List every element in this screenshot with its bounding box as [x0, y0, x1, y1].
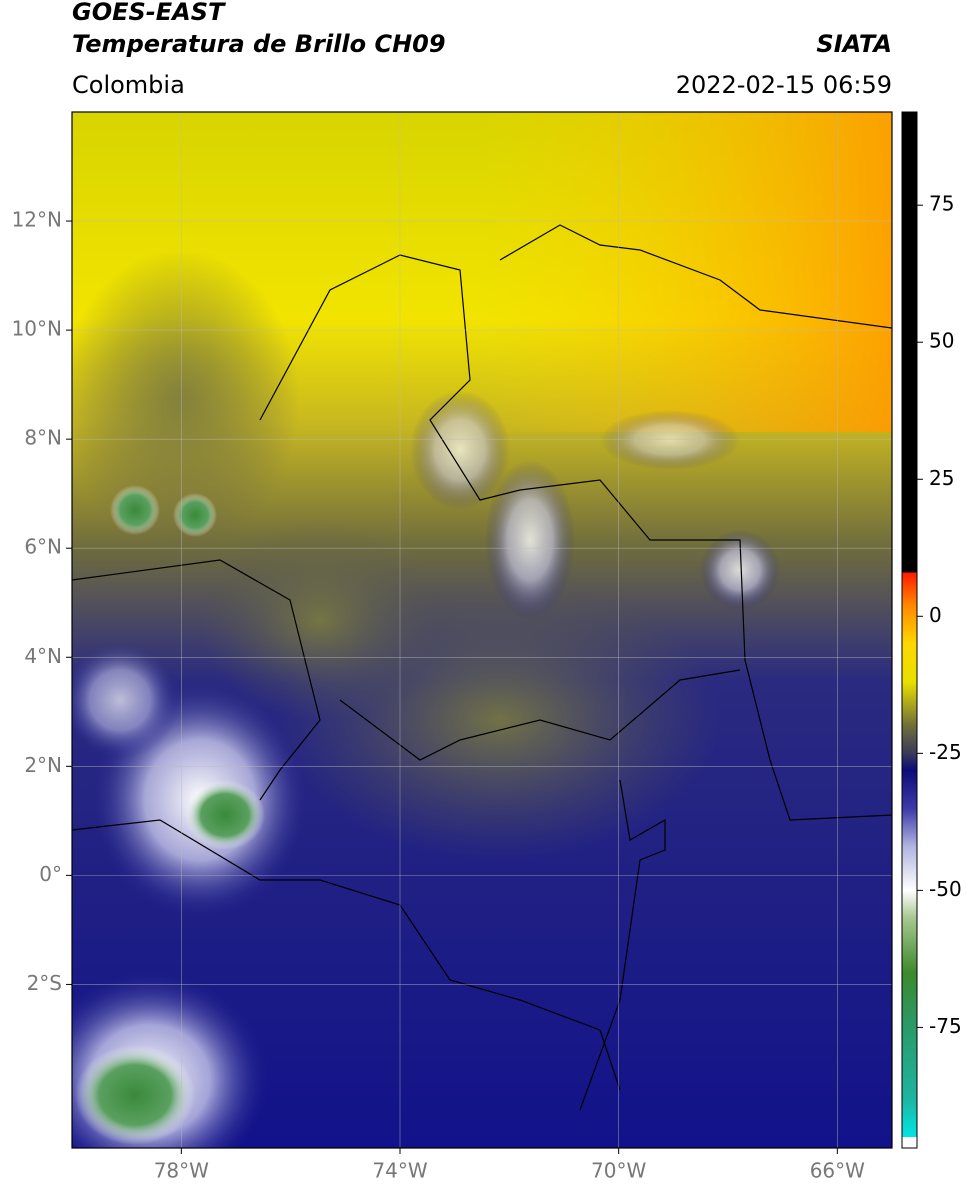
x-tick-label: 78°W — [154, 1159, 209, 1183]
colorbar-tick-label: -75 — [929, 1014, 962, 1038]
colorbar-tick-label: 0 — [929, 603, 942, 627]
colorbar-tick-label: -50 — [929, 877, 962, 901]
y-tick-label: 8°N — [24, 426, 62, 450]
y-tick-label: 10°N — [12, 317, 62, 341]
x-tick-label: 66°W — [810, 1159, 865, 1183]
y-tick-label: 0° — [39, 862, 62, 886]
y-tick-label: 2°N — [24, 753, 62, 777]
subtitle: Temperatura de Brillo CH09 — [72, 30, 446, 58]
colorbar-tick-label: -25 — [929, 740, 962, 764]
colorbar-tick-label: 25 — [929, 466, 954, 490]
source: SIATA — [816, 30, 892, 58]
colorbar — [901, 111, 918, 1149]
colorbar-tick-label: 75 — [929, 192, 954, 216]
datetime: 2022-02-15 06:59 — [676, 71, 892, 99]
y-tick-label: 12°N — [12, 208, 62, 232]
map-frame — [71, 111, 893, 1149]
y-tick-label: 4°N — [24, 644, 62, 668]
y-tick-label: 2°S — [27, 971, 62, 995]
x-tick-label: 74°W — [372, 1159, 427, 1183]
colorbar-tick-label: 50 — [929, 329, 954, 353]
title: GOES-EAST — [72, 0, 226, 26]
y-tick-label: 6°N — [24, 535, 62, 559]
satellite-image — [72, 112, 892, 1148]
region: Colombia — [72, 71, 185, 99]
x-tick-label: 70°W — [591, 1159, 646, 1183]
